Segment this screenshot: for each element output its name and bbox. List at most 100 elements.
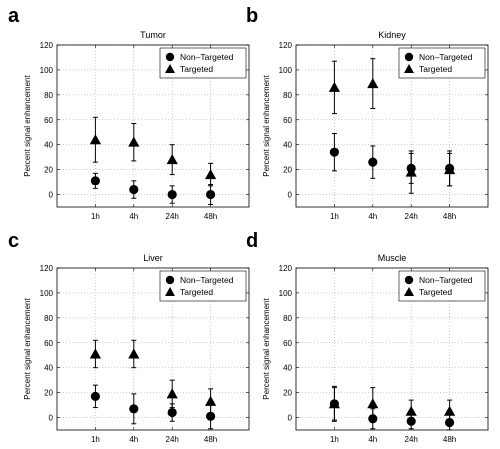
legend-label: Non–Targeted [180,52,234,62]
plot-frame [56,44,250,208]
y-tick-label: 40 [44,141,53,150]
x-tick-label: 1h [91,435,100,444]
data-point-triangle [166,154,178,165]
legend-label: Targeted [180,287,213,297]
y-tick-label: 80 [44,314,53,323]
legend-label: Targeted [419,287,452,297]
y-tick-label: 20 [44,389,53,398]
panel-letter: b [246,5,258,27]
y-tick-label: 120 [40,264,54,273]
chart-panel-b: b 0 20 40 60 80 100 120 1h 4h 24h 48h Kidney Percent … [246,5,489,221]
data-point-triangle [89,348,101,359]
data-point-triangle [128,348,140,359]
legend-marker-circle [165,52,175,62]
y-axis-label: Percent signal enhancement [262,75,271,177]
y-tick-label: 60 [44,116,53,125]
legend-marker-circle [404,52,414,62]
x-tick-label: 1h [330,212,339,221]
legend-label: Targeted [419,64,452,74]
legend-marker-triangle [165,287,175,296]
x-tick-label: 4h [368,435,377,444]
y-tick-label: 40 [283,141,292,150]
legend-label: Targeted [180,64,213,74]
y-tick-label: 20 [283,166,292,175]
x-tick-label: 48h [204,435,217,444]
x-tick-label: 24h [166,212,179,221]
legend-marker-triangle [165,64,175,73]
y-tick-label: 120 [279,41,293,50]
legend-marker-triangle [404,287,414,296]
panel-letter: a [8,5,20,27]
x-tick-label: 4h [129,212,138,221]
y-tick-label: 120 [279,264,293,273]
data-point-triangle [328,398,340,409]
y-tick-label: 80 [44,91,53,100]
data-point-triangle [89,134,101,145]
y-tick-label: 0 [49,191,54,200]
y-tick-label: 100 [279,66,293,75]
data-point-circle [329,147,339,157]
legend: Non–Targeted Targeted [159,47,247,79]
legend-label: Non–Targeted [180,275,234,285]
legend-marker-triangle [404,64,414,73]
y-tick-label: 20 [283,389,292,398]
legend-marker-circle [165,275,175,285]
data-point-triangle [444,164,456,175]
y-tick-label: 0 [288,414,293,423]
legend: Non–Targeted Targeted [398,270,486,302]
y-tick-label: 60 [44,339,53,348]
x-tick-label: 48h [443,212,456,221]
y-tick-label: 0 [288,191,293,200]
y-tick-label: 100 [40,289,54,298]
x-tick-label: 48h [204,212,217,221]
data-point-circle [368,157,378,167]
x-tick-label: 1h [330,435,339,444]
data-point-circle [129,184,139,195]
y-axis-label: Percent signal enhancement [23,75,32,177]
chart-title: Liver [143,253,163,263]
plot-frame [56,267,250,431]
data-point-triangle [328,81,340,92]
legend-marker-circle [404,275,414,285]
x-tick-label: 24h [166,435,179,444]
y-tick-label: 40 [283,364,292,373]
data-point-triangle [128,136,140,147]
chart-title: Tumor [140,30,166,40]
y-axis-label: Percent signal enhancement [23,298,32,400]
data-point-triangle [205,395,217,406]
y-tick-label: 40 [44,364,53,373]
plot-frame [295,267,489,431]
data-point-triangle [444,405,456,416]
legend: Non–Targeted Targeted [159,270,247,302]
data-point-triangle [405,405,417,416]
y-tick-label: 80 [283,314,292,323]
legend: Non–Targeted Targeted [398,47,486,79]
y-tick-label: 100 [40,66,54,75]
x-tick-label: 24h [405,435,418,444]
y-axis-label: Percent signal enhancement [262,298,271,400]
panel-letter: c [8,230,19,252]
data-point-triangle [367,78,379,89]
data-point-circle [129,404,139,414]
x-tick-label: 48h [443,435,456,444]
legend-label: Non–Targeted [419,275,473,285]
x-tick-label: 1h [91,212,100,221]
data-point-triangle [205,169,217,180]
data-point-triangle [166,388,178,399]
y-tick-label: 60 [283,339,292,348]
data-point-circle [206,189,216,200]
y-tick-label: 100 [279,289,293,298]
chart-panel-a: a 0 20 40 60 80 100 120 1h 4h 24h 48h Tumor Percent s… [8,5,250,221]
x-tick-label: 4h [129,435,138,444]
chart-title: Kidney [378,30,406,40]
panel-letter: d [246,230,258,252]
chart-panel-c: c 0 20 40 60 80 100 120 1h 4h 24h 48h Liver Percent s… [8,230,250,444]
chart-title: Muscle [378,253,407,263]
x-tick-label: 24h [405,212,418,221]
data-point-triangle [367,398,379,409]
data-point-circle [90,176,100,186]
y-tick-label: 0 [49,414,54,423]
chart-panel-d: d 0 20 40 60 80 100 120 1h 4h 24h 48h Muscle Percent … [246,230,489,444]
data-point-circle [90,391,100,401]
